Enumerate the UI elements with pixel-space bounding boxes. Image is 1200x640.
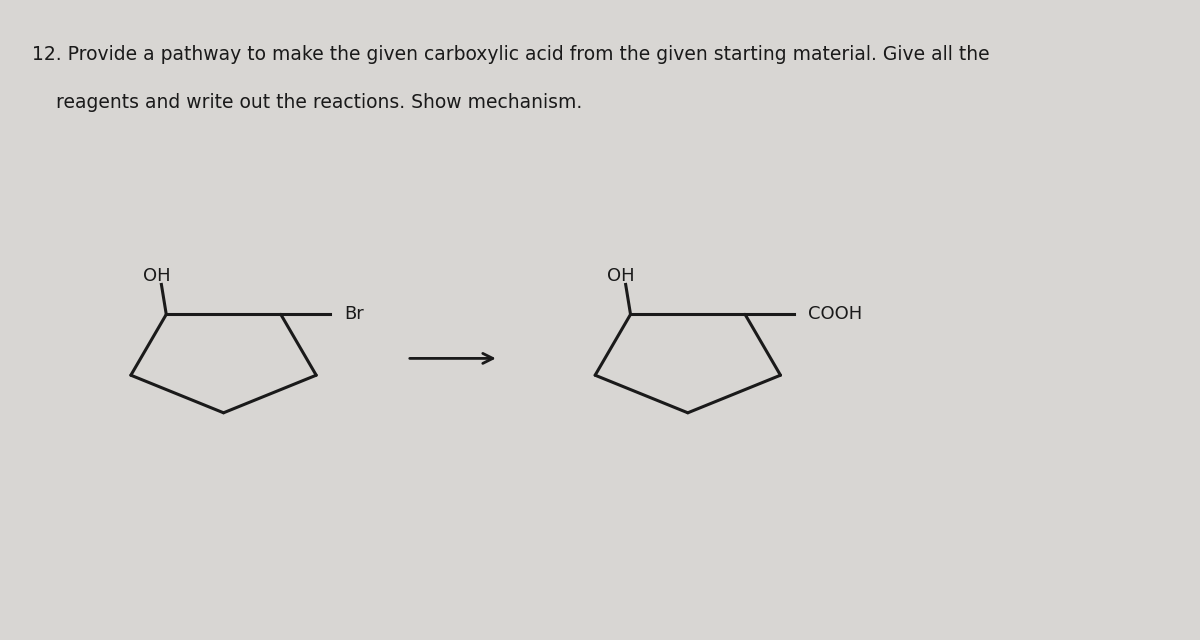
Text: COOH: COOH (809, 305, 863, 323)
Text: Br: Br (344, 305, 364, 323)
Text: reagents and write out the reactions. Show mechanism.: reagents and write out the reactions. Sh… (32, 93, 582, 112)
Text: 12. Provide a pathway to make the given carboxylic acid from the given starting : 12. Provide a pathway to make the given … (32, 45, 990, 64)
Text: OH: OH (143, 268, 170, 285)
Text: OH: OH (607, 268, 635, 285)
